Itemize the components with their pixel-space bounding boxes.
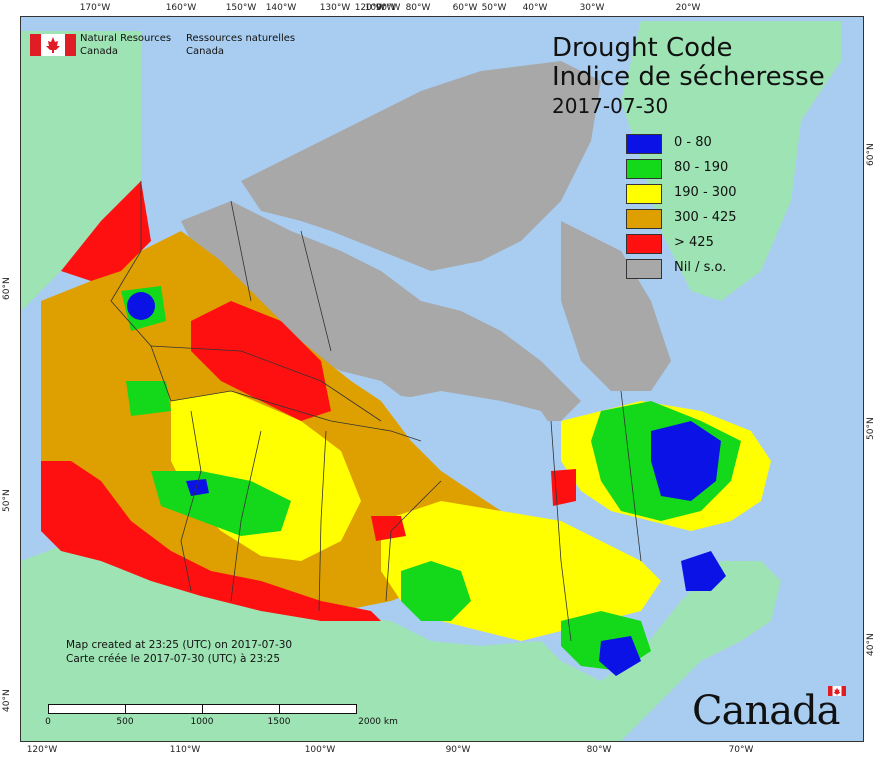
scale-segment — [125, 704, 203, 714]
scale-label: 500 — [116, 717, 134, 727]
dc-0-80-sask — [186, 479, 209, 496]
dc-over-425-west — [41, 461, 381, 621]
scale-bar: 0 500 1000 1500 2000 km — [45, 704, 398, 727]
legend-label: 0 - 80 — [674, 135, 712, 150]
dc-0-80-ontario — [599, 636, 641, 676]
legend-swatch — [626, 259, 662, 279]
map-title: Drought Code Indice de sécheresse 2017-0… — [552, 34, 825, 120]
dc-80-190-prairie — [151, 471, 291, 536]
alaska-land — [21, 31, 141, 311]
agency-name-en: Natural Resources Canada — [80, 32, 171, 58]
tick-right-2: 40°N — [866, 633, 876, 656]
scale-label: 0 — [45, 717, 51, 727]
agency-name-en-line1: Natural Resources — [80, 33, 172, 44]
dc-0-80-yukon — [127, 292, 155, 320]
scale-label: 1000 — [190, 717, 214, 727]
legend-swatch — [626, 209, 662, 229]
title-en: Drought Code — [552, 33, 733, 63]
legend-swatch — [626, 159, 662, 179]
tick-bottom-1: 110°W — [169, 745, 201, 755]
tick-bottom-5: 70°W — [728, 745, 754, 755]
legend-swatch — [626, 134, 662, 154]
agency-name-fr: Ressources naturelles Canada — [186, 32, 295, 58]
tick-bottom-2: 100°W — [304, 745, 336, 755]
tick-right-1: 50°N — [866, 417, 876, 440]
map-svg — [21, 21, 841, 741]
scale-label: 2000 km — [358, 717, 398, 727]
agency-name-en-line2: Canada — [80, 46, 119, 57]
map-frame — [20, 16, 864, 742]
legend-swatch — [626, 234, 662, 254]
canada-flag-icon — [30, 34, 76, 56]
tick-top-13: 20°W — [675, 3, 701, 13]
tick-top-10: 50°W — [481, 3, 507, 13]
province-borders — [110, 181, 642, 642]
credit-en: Map created at 23:25 (UTC) on 2017-07-30 — [66, 639, 293, 651]
dc-80-190-ontario — [401, 561, 471, 621]
dc-over-425-manitoba — [371, 516, 406, 541]
tick-top-0: 170°W — [79, 3, 111, 13]
wordmark-text: Canada — [692, 688, 841, 734]
greenland-land — [621, 21, 841, 301]
tick-top-8: 80°W — [405, 3, 431, 13]
map-credit: Map created at 23:25 (UTC) on 2017-07-30… — [66, 638, 292, 666]
hudson-bay — [391, 391, 561, 501]
canada-wordmark: Canada — [692, 686, 846, 734]
baffin-nil — [561, 221, 671, 391]
title-fr: Indice de sécheresse — [552, 62, 825, 92]
credit-fr: Carte créée le 2017-07-30 (UTC) à 23:25 — [66, 653, 281, 665]
dc-over-425-hudson — [551, 469, 576, 506]
tick-top-12: 30°W — [579, 3, 605, 13]
scale-label: 1500 — [267, 717, 291, 727]
agency-name-fr-line2: Canada — [186, 46, 225, 57]
legend-label: 80 - 190 — [674, 160, 729, 175]
tick-right-0: 60°N — [866, 143, 876, 166]
dc-over-425-nw — [61, 181, 151, 281]
legend-label: 190 - 300 — [674, 185, 737, 200]
tick-left-0: 60°N — [2, 277, 12, 300]
legend-label: > 425 — [674, 235, 714, 250]
tick-top-4: 130°W — [319, 3, 351, 13]
tick-left-1: 50°N — [2, 489, 12, 512]
tick-bottom-0: 120°W — [26, 745, 58, 755]
agency-name-fr-line1: Ressources naturelles — [186, 33, 296, 44]
legend-label: 300 - 425 — [674, 210, 737, 225]
wordmark-flag-icon — [828, 686, 846, 696]
scale-segment — [279, 704, 357, 714]
tick-top-7: 90°W — [375, 3, 401, 13]
legend-label: Nil / s.o. — [674, 260, 727, 275]
tick-top-3: 140°W — [265, 3, 297, 13]
tick-bottom-4: 80°W — [586, 745, 612, 755]
tick-top-6: 100°W — [364, 3, 396, 13]
dc-0-80-labrador — [681, 551, 726, 591]
tick-top-11: 40°W — [522, 3, 548, 13]
arctic-islands — [241, 61, 601, 271]
tick-bottom-3: 90°W — [445, 745, 471, 755]
tick-top-1: 160°W — [165, 3, 197, 13]
scale-segment — [48, 704, 126, 714]
tick-top-2: 150°W — [225, 3, 257, 13]
tick-top-5: 120°W — [354, 3, 386, 13]
northern-mainland-nil — [181, 201, 581, 421]
title-date: 2017-07-30 — [552, 94, 669, 118]
dc-80-190-bc — [126, 381, 171, 416]
scale-segment — [202, 704, 280, 714]
tick-left-2: 40°N — [2, 689, 12, 712]
dc-over-425-nwt — [191, 301, 331, 421]
tick-top-9: 60°W — [452, 3, 478, 13]
legend-swatch — [626, 184, 662, 204]
dc-0-80-quebec — [651, 421, 721, 501]
